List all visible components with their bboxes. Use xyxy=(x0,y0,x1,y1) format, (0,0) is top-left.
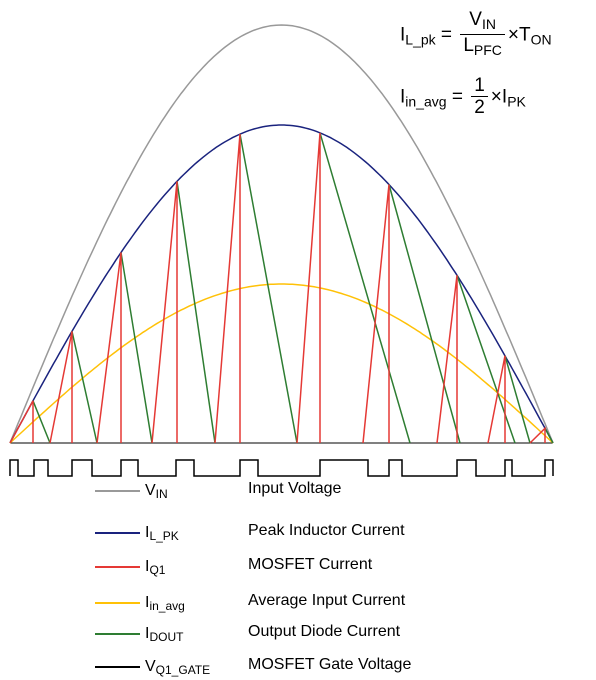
eq1-rhs-sub: ON xyxy=(530,31,552,48)
legend-symbol: Iin_avg xyxy=(145,594,185,613)
legend-description: Output Diode Current xyxy=(248,623,401,640)
eq2-rhs: I xyxy=(501,86,508,108)
peak-current-equation: IL_pk = VIN LPFC ×TON xyxy=(400,10,552,61)
legend-item-iinavg: Iin_avg Average Input Current xyxy=(95,592,515,616)
legend-description: Peak Inductor Current xyxy=(248,522,405,539)
legend-symbol: VQ1_GATE xyxy=(145,658,211,677)
mosfet-current-waveform xyxy=(9,132,546,444)
eq1-fraction: VIN LPFC xyxy=(460,10,505,61)
output-diode-current-waveform xyxy=(32,132,554,444)
eq1-rhs: T xyxy=(519,24,531,46)
average-input-current-curve xyxy=(9,283,554,444)
input-voltage-curve xyxy=(9,24,554,444)
eq1-times: × xyxy=(507,24,519,46)
eq1-numerator: VIN xyxy=(460,10,505,35)
legend-symbol: VIN xyxy=(145,482,168,501)
eq1-equals: = xyxy=(440,24,453,46)
eq1-denominator: LPFC xyxy=(463,35,502,58)
legend-item-vin: VIN Input Voltage xyxy=(95,480,515,504)
legend-item-ilpk: IL_PK Peak Inductor Current xyxy=(95,522,515,546)
average-current-equation: Iin_avg = 1 2 ×IPK xyxy=(400,76,526,119)
eq1-lhs: I xyxy=(400,24,406,46)
legend-swatch xyxy=(95,566,140,568)
eq2-lhs: I xyxy=(400,86,406,108)
legend-description: MOSFET Gate Voltage xyxy=(248,656,412,673)
eq2-rhs-sub: PK xyxy=(507,93,526,110)
legend-description: Input Voltage xyxy=(248,480,342,497)
eq2-fraction: 1 2 xyxy=(471,76,488,119)
eq2-lhs-sub: in_avg xyxy=(405,93,447,110)
legend-item-vq1gate: VQ1_GATE MOSFET Gate Voltage xyxy=(95,656,515,680)
legend-swatch xyxy=(95,633,140,635)
legend-symbol: IDOUT xyxy=(145,625,184,644)
legend-description: Average Input Current xyxy=(248,592,406,609)
eq1-lhs-sub: L_pk xyxy=(405,31,436,48)
legend-symbol: IQ1 xyxy=(145,558,166,577)
legend-swatch xyxy=(95,532,140,534)
eq2-equals: = xyxy=(451,86,463,108)
mosfet-gate-voltage-waveform xyxy=(9,459,554,477)
peak-inductor-current-curve xyxy=(9,124,554,444)
eq2-numerator: 1 xyxy=(471,76,488,97)
legend-swatch xyxy=(95,602,140,604)
legend-item-idout: IDOUT Output Diode Current xyxy=(95,623,515,647)
legend-item-iq1: IQ1 MOSFET Current xyxy=(95,556,515,580)
legend-swatch xyxy=(95,490,140,492)
eq2-times: × xyxy=(490,86,502,108)
eq2-denominator: 2 xyxy=(474,97,485,118)
legend-swatch xyxy=(95,666,140,668)
legend-symbol: IL_PK xyxy=(145,524,179,543)
legend-description: MOSFET Current xyxy=(248,556,373,573)
